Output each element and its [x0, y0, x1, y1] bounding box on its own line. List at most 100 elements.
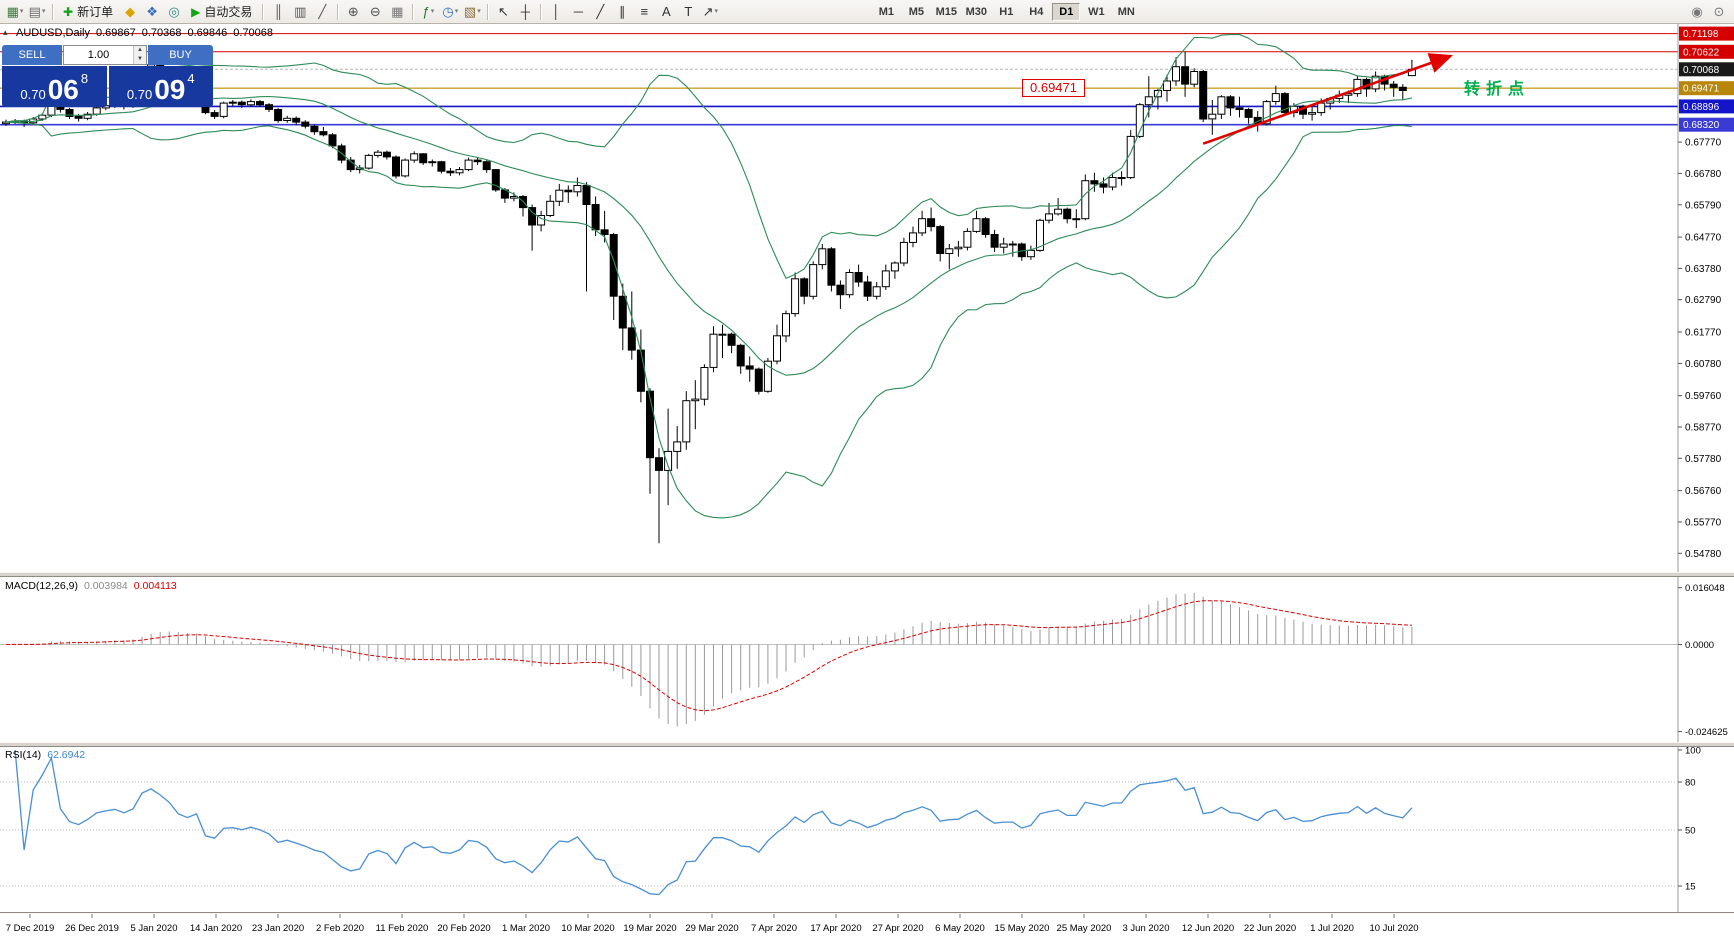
timeframe-m1[interactable]: M1	[878, 5, 894, 18]
templates-icon[interactable]: ▧ ▾	[461, 2, 483, 22]
market-watch-icon[interactable]: ❖	[141, 2, 163, 22]
date-label: 23 Jan 2020	[252, 923, 304, 934]
candle-body	[1199, 71, 1208, 120]
candle-body	[1190, 71, 1199, 85]
zoom-out-icon[interactable]: ⊖	[364, 2, 386, 22]
profiles-icon[interactable]: ▤ ▾	[26, 2, 48, 22]
zoom-in-icon[interactable]: ⊕	[342, 2, 364, 22]
bar-chart-icon[interactable]: ║	[267, 2, 289, 22]
candle-body	[464, 159, 473, 171]
timeframe-m30[interactable]: M30	[965, 5, 988, 18]
indicators-icon[interactable]: ƒ ▾	[417, 2, 439, 22]
equidistant-channel-icon: ∥	[619, 4, 626, 19]
trend-arrow[interactable]	[1202, 53, 1454, 145]
rsi-axis-label: 50	[1685, 826, 1696, 837]
timeframe-m5[interactable]: M5	[908, 5, 924, 18]
time-axis[interactable]: 7 Dec 2019 26 Dec 2019 5 Jan 2020 14 Jan 20…	[0, 912, 1734, 935]
timeframe-h4[interactable]: H4	[1029, 5, 1044, 18]
buy-price-button[interactable]: 0.70 09 4	[108, 66, 213, 107]
zoom-out-icon: ⊖	[369, 4, 381, 19]
text-icon[interactable]: A	[655, 2, 677, 22]
text-label-icon[interactable]: T	[677, 2, 699, 22]
periods-icon[interactable]: ◷ ▾	[439, 2, 461, 22]
turning-point-label[interactable]: 转折点	[1464, 81, 1531, 98]
candle-body	[528, 207, 537, 226]
dropdown-arrow-icon[interactable]: ▾	[430, 8, 435, 15]
volume-increase-icon[interactable]: ▲	[134, 46, 146, 55]
candle-body	[419, 153, 428, 164]
metaeditor-icon[interactable]: ◆	[119, 2, 141, 22]
timeframe-mn[interactable]: MN	[1117, 5, 1135, 18]
support-line-2-tag[interactable]	[1679, 117, 1734, 132]
macd-value-1: 0.003984	[83, 580, 128, 592]
line-chart-icon[interactable]: ╱	[311, 2, 333, 22]
tile-windows-icon[interactable]: ▦	[386, 2, 408, 22]
timeframe-d1[interactable]: D1	[1052, 2, 1081, 21]
price-callout[interactable]: 0.69471	[1022, 79, 1085, 97]
volume-input[interactable]	[64, 46, 133, 64]
ohlc-low: 0.69846	[187, 27, 228, 39]
date-label: 3 Jun 2020	[1122, 923, 1169, 934]
ohlc-open: 0.69867	[95, 27, 136, 39]
candle-body	[791, 278, 800, 315]
autotrading-button[interactable]: ▶ 自动交易	[185, 2, 258, 22]
new-chart-icon: ▦	[6, 4, 19, 19]
candle-body	[727, 333, 736, 346]
candle-body	[482, 161, 491, 171]
community-icon[interactable]: ◉	[1691, 4, 1703, 19]
dropdown-arrow-icon[interactable]: ▾	[714, 8, 719, 15]
buy-price-pip: 4	[187, 71, 195, 86]
candle-body	[972, 218, 981, 232]
candle-body	[509, 196, 518, 199]
trendline-icon[interactable]: ╱	[589, 2, 611, 22]
candle-body	[827, 248, 836, 286]
sell-price-button[interactable]: 0.70 06 8	[2, 66, 107, 107]
sell-button[interactable]: SELL	[2, 45, 62, 65]
horizontal-line-icon[interactable]: ─	[567, 2, 589, 22]
toolbar-separator	[412, 3, 414, 20]
dropdown-arrow-icon[interactable]: ▾	[41, 8, 46, 15]
support-line-1-tag[interactable]	[1679, 99, 1734, 114]
resistance-line-1-tag[interactable]	[1679, 26, 1734, 41]
candle-body	[219, 102, 228, 117]
candle-body	[836, 284, 845, 296]
current-price-line-tag[interactable]	[1679, 62, 1734, 77]
new-chart-icon[interactable]: ▦ ▾	[4, 2, 26, 22]
candle-body	[1108, 177, 1117, 188]
candle-body	[1280, 93, 1289, 114]
candlestick-chart-icon[interactable]: ▥	[289, 2, 311, 22]
dropdown-arrow-icon[interactable]: ▾	[19, 8, 24, 15]
date-label: 7 Apr 2020	[751, 923, 797, 934]
arrows-icon[interactable]: ↗ ▾	[699, 2, 721, 22]
price-axis[interactable]: 0.67770 0.66780 0.65790 0.64770 0.63780 0.627…	[1677, 24, 1734, 912]
cursor-icon[interactable]: ↖	[492, 2, 514, 22]
timeframe-m15[interactable]: M15	[935, 5, 958, 18]
timeframe-h1[interactable]: H1	[999, 5, 1014, 18]
crosshair-icon[interactable]: ┼	[514, 2, 536, 22]
vertical-line-icon[interactable]: │	[545, 2, 567, 22]
new-order-button[interactable]: ✚ 新订单	[57, 2, 119, 22]
candle-body	[328, 134, 337, 147]
buy-button[interactable]: BUY	[148, 45, 213, 65]
search-icon[interactable]: ⊙	[1713, 4, 1725, 19]
fibonacci-icon[interactable]: ≡	[633, 2, 655, 22]
volume-decrease-icon[interactable]: ▼	[134, 55, 146, 64]
crosshair-icon: ┼	[520, 4, 530, 19]
pivot-line-tag[interactable]	[1679, 81, 1734, 96]
panel-separator[interactable]	[0, 742, 1734, 747]
candle-body	[564, 189, 573, 193]
resistance-line-2-tag[interactable]	[1679, 44, 1734, 59]
dropdown-arrow-icon[interactable]: ▾	[477, 8, 481, 15]
timeframe-w1[interactable]: W1	[1088, 5, 1105, 18]
one-click-toggle-icon[interactable]: ▴	[3, 27, 8, 37]
dropdown-arrow-icon[interactable]: ▾	[454, 8, 459, 15]
candle-body	[691, 398, 700, 402]
equidistant-channel-icon[interactable]: ∥	[611, 2, 633, 22]
macd-name: MACD(12,26,9)	[5, 580, 78, 592]
navigator-icon[interactable]: ◎	[163, 2, 185, 22]
panel-separator[interactable]	[0, 572, 1734, 577]
volume-spinner: ▲ ▼	[133, 46, 146, 64]
candle-body	[1208, 113, 1217, 120]
candle-body	[655, 457, 663, 471]
